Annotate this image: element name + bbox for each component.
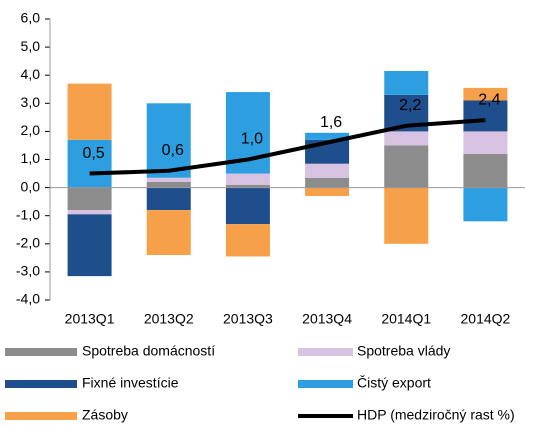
legend-swatch xyxy=(298,380,353,388)
x-tick-label: 2013Q4 xyxy=(302,311,352,327)
data-label: 2,4 xyxy=(478,91,500,108)
bar-segment xyxy=(67,187,112,211)
bar-segment xyxy=(305,132,350,140)
bar-segment xyxy=(67,210,112,215)
bar-segment xyxy=(146,210,191,256)
bar-segment xyxy=(463,131,508,154)
bar-segment xyxy=(146,187,191,211)
line xyxy=(89,118,486,176)
legend-swatch xyxy=(5,380,77,388)
bar-segment xyxy=(463,187,508,222)
data-label: 2,2 xyxy=(399,97,421,114)
bar-segment xyxy=(384,145,429,188)
bar-segment xyxy=(225,173,270,185)
legend-label: HDP (medziročný rast %) xyxy=(357,407,515,423)
data-label: 1,6 xyxy=(320,114,342,131)
y-tick-label: 4,0 xyxy=(21,66,41,82)
bar-segment xyxy=(384,70,429,95)
bar-segment xyxy=(67,139,112,188)
legend-swatch xyxy=(5,412,77,420)
x-tick-label: 2013Q1 xyxy=(65,311,115,327)
bar-segment xyxy=(225,187,270,225)
y-tick-label: -2,0 xyxy=(16,235,40,251)
bar-segment xyxy=(305,163,350,178)
legend-swatch xyxy=(298,348,353,356)
y-tick-label: 5,0 xyxy=(21,38,41,54)
legend-swatch xyxy=(5,348,77,356)
x-tick-label: 2014Q2 xyxy=(461,311,511,327)
data-label: 0,6 xyxy=(162,142,184,159)
bar-segment xyxy=(67,83,112,140)
y-tick-label: 3,0 xyxy=(21,94,41,110)
bar-segment xyxy=(384,131,429,146)
legend-label: Spotreba vlády xyxy=(357,343,450,359)
bar-segment xyxy=(146,103,191,178)
bar-segment xyxy=(146,177,191,182)
bar-segment xyxy=(305,177,350,188)
bar-segment xyxy=(463,87,508,101)
y-tick-label: 6,0 xyxy=(21,10,41,26)
y-tick-label: -1,0 xyxy=(16,206,40,222)
y-tick-label: 1,0 xyxy=(21,150,41,166)
legend-label: Čistý export xyxy=(357,375,431,391)
y-tick-label: -3,0 xyxy=(16,263,40,279)
bar-segment xyxy=(225,184,270,188)
data-label: 0,5 xyxy=(82,145,104,162)
bar-segment xyxy=(225,224,270,257)
y-tick-label: 2,0 xyxy=(21,122,41,138)
bar-segment xyxy=(463,100,508,132)
bar-segment xyxy=(384,187,429,244)
legend-label: Spotreba domácností xyxy=(82,343,215,359)
x-tick-label: 2013Q2 xyxy=(144,311,194,327)
bar-segment xyxy=(146,181,191,188)
x-tick-label: 2014Q1 xyxy=(381,311,431,327)
y-tick-label: -4,0 xyxy=(16,291,40,307)
bar-segment xyxy=(305,187,350,197)
legend-label: Fixné investície xyxy=(82,375,179,391)
bar-segment xyxy=(67,214,112,277)
bar-segment xyxy=(463,153,508,188)
x-tick-label: 2013Q3 xyxy=(223,311,273,327)
y-tick-label: 0,0 xyxy=(21,178,41,194)
legend-label: Zásoby xyxy=(82,407,128,423)
data-label: 1,0 xyxy=(241,131,263,148)
